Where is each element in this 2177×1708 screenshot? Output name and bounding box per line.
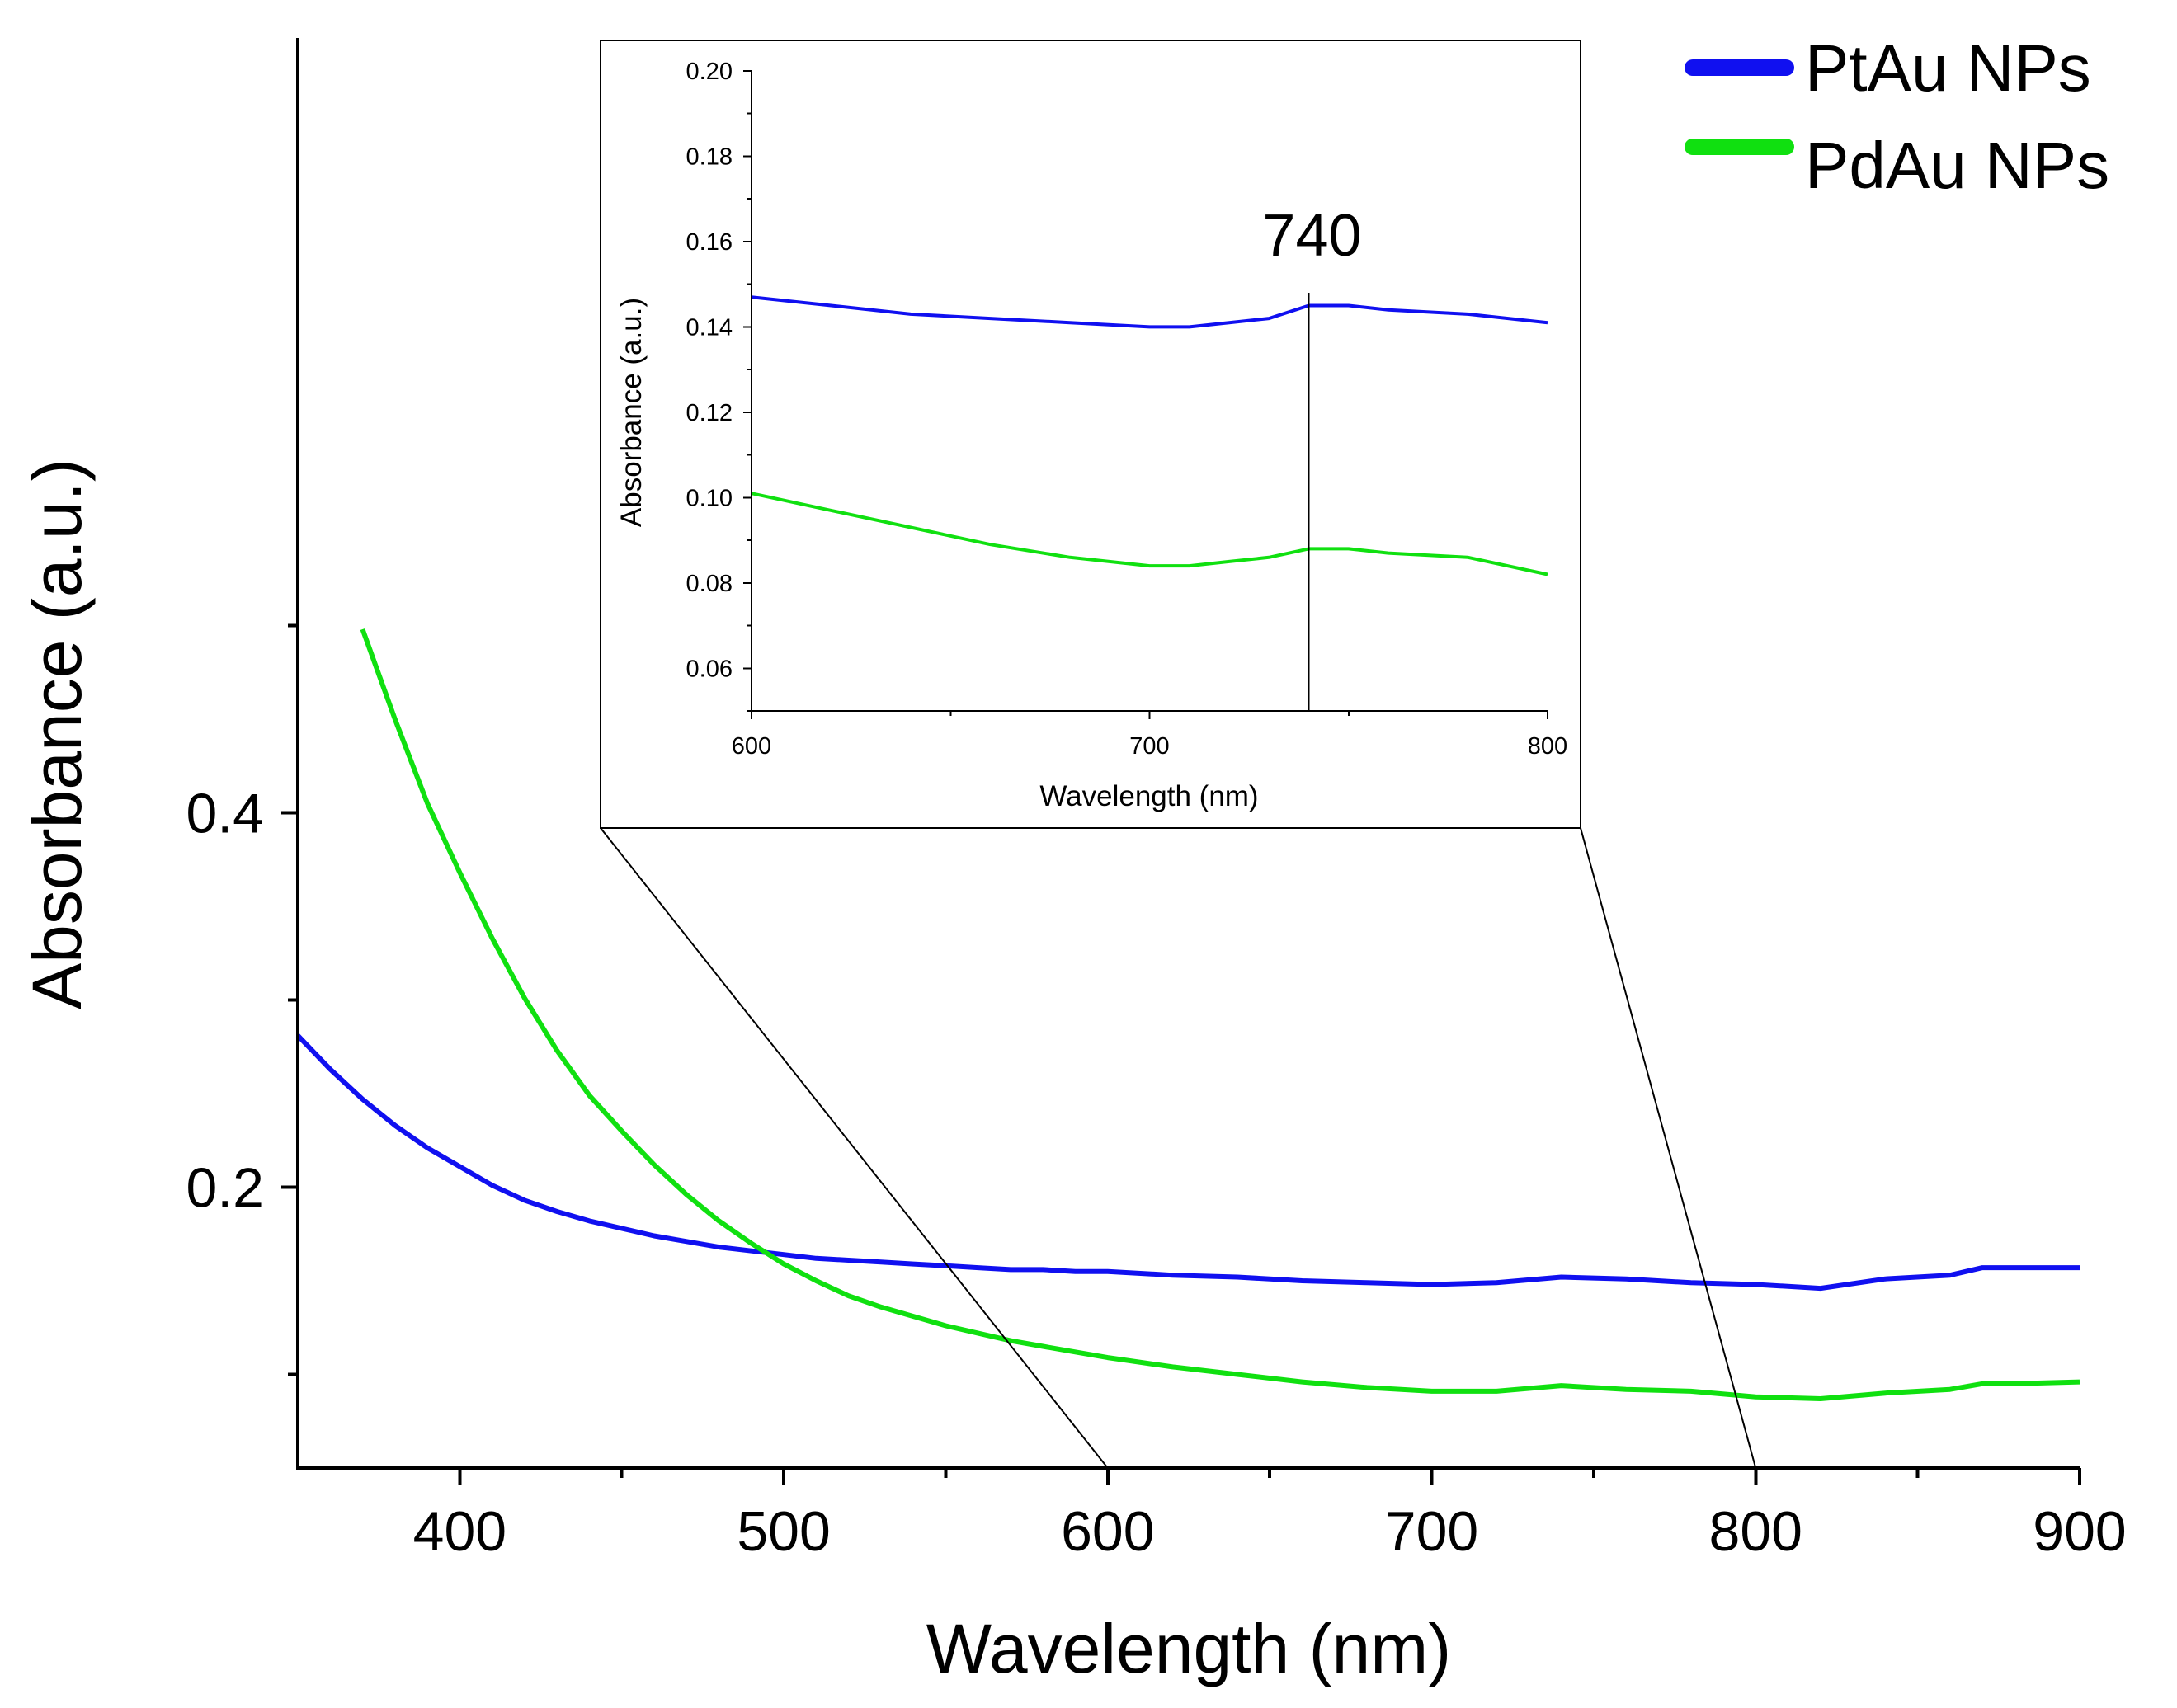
legend-label-ptau: PtAu NPs <box>1805 31 2091 105</box>
inset-y-tick-label: 0.18 <box>686 144 733 170</box>
main-x-tick-label: 600 <box>1061 1500 1154 1563</box>
inset-series-pdau-line <box>751 492 1548 576</box>
inset-y-axis-label: Absorbance (a.u.) <box>615 298 648 527</box>
inset-y-tick-label: 0.14 <box>686 314 733 341</box>
main-x-tick-label: 700 <box>1385 1500 1478 1563</box>
inset-y-tick-label: 0.08 <box>686 571 733 597</box>
main-y-tick-label: 0.4 <box>186 783 264 845</box>
inset-y-tick-label: 0.12 <box>686 400 733 426</box>
inset-x-tick-label: 800 <box>1528 733 1567 760</box>
zoom-guide-left <box>600 827 1109 1469</box>
inset-frame <box>600 40 1581 829</box>
zoom-guides <box>600 827 1757 1469</box>
peak-annotation: 740 <box>1262 203 1361 269</box>
main-y-tick-label: 0.2 <box>186 1157 264 1220</box>
main-x-tick-label: 400 <box>413 1500 507 1563</box>
main-plot: 400 500 600 700 800 900 0.2 0.4 Wavelength (nm)… <box>18 38 2127 1687</box>
main-x-tick-label: 800 <box>1709 1500 1802 1563</box>
inset-x-tick-label: 700 <box>1129 733 1169 760</box>
inset-y-tick-label: 0.10 <box>686 485 733 511</box>
inset-x-tick-label: 600 <box>732 733 771 760</box>
inset-y-tick-label: 0.06 <box>686 656 733 682</box>
inset-x-axis-label: Wavelength (nm) <box>1039 780 1258 812</box>
inset-y-tick-label: 0.20 <box>686 59 733 85</box>
main-y-axis-label: Absorbance (a.u.) <box>18 459 96 1009</box>
legend: PtAu NPs PdAu NPs <box>1685 31 2109 202</box>
series-pdau-line <box>360 628 2080 1401</box>
zoom-guide-right <box>1580 827 1757 1469</box>
inset-y-tick-label: 0.16 <box>686 229 733 256</box>
main-x-tick-label: 900 <box>2033 1500 2126 1563</box>
legend-label-pdau: PdAu NPs <box>1805 129 2109 202</box>
series-ptau-line <box>295 1033 2080 1292</box>
inset-plot: 740 600 700 800 0.06 0.08 0.10 0.12 0.14 0.16 0.1… <box>600 40 1581 829</box>
inset-series-ptau-line <box>751 295 1548 329</box>
main-x-tick-label: 500 <box>737 1500 830 1563</box>
main-x-axis-label: Wavelength (nm) <box>926 1610 1451 1687</box>
